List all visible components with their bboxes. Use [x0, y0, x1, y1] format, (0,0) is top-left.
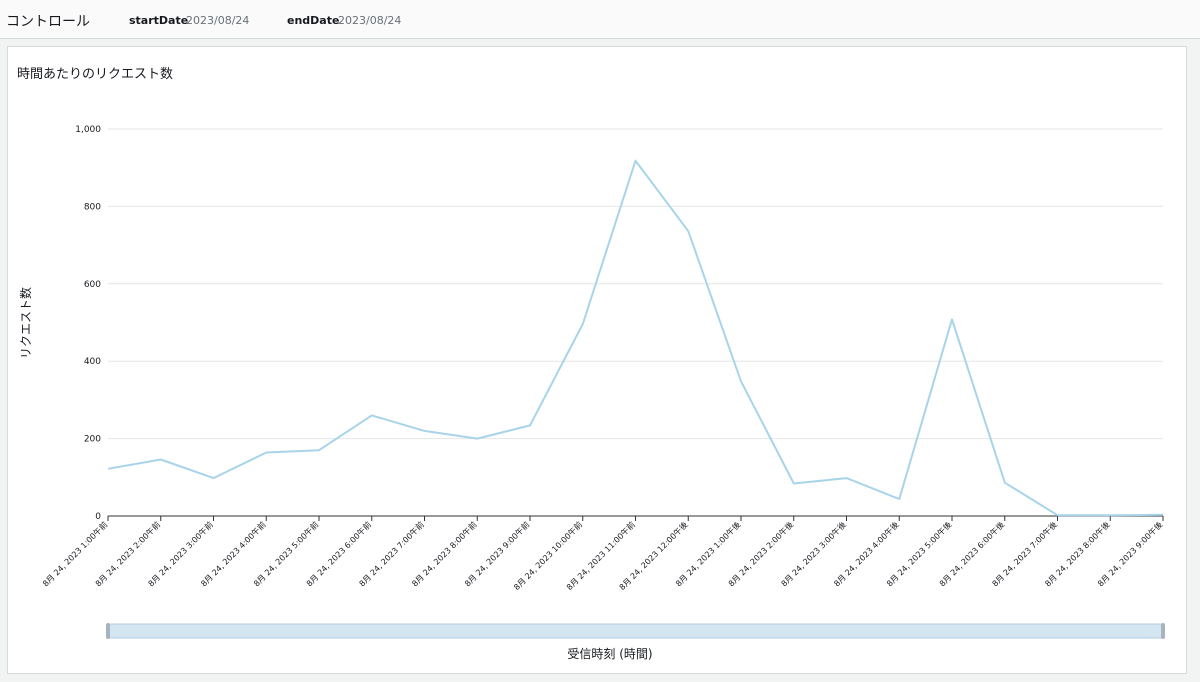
controls-bar: コントロール startDate 2023/08/24 endDate 2023…: [0, 0, 1200, 39]
gridlines: [108, 128, 1163, 440]
y-axis-ticks: 0 200 400 600 800 1,000: [75, 125, 101, 522]
series-group: [107, 159, 1164, 517]
range-scrollbar[interactable]: [106, 623, 1165, 639]
x-axis-label: 受信時刻 (時間): [567, 647, 652, 661]
scrollbar-handle-left: [106, 623, 110, 639]
scrollbar-track: [107, 623, 1164, 639]
line-chart: 0 200 400 600 800 1,000 8月 24, 2023 1:00午前8月 …: [18, 125, 1165, 661]
y-axis-label: リクエスト数: [18, 287, 33, 359]
scrollbar-handle-right: [1161, 623, 1165, 639]
y-tick-label: 1,000: [75, 125, 101, 135]
y-tick-label: 200: [84, 435, 101, 445]
start-date-value[interactable]: 2023/08/24: [186, 14, 250, 27]
end-date-value[interactable]: 2023/08/24: [338, 14, 402, 27]
y-tick-label: 600: [84, 280, 101, 290]
y-tick-label: 400: [84, 357, 101, 367]
start-date-label: startDate: [129, 14, 189, 27]
chart-title: 時間あたりのリクエスト数: [17, 67, 174, 82]
chart-panel: 時間あたりのリクエスト数 0 200 400 600 800 1,000 8月 24, 2…: [7, 46, 1187, 674]
y-tick-label: 0: [95, 512, 101, 522]
end-date-label: endDate: [287, 14, 340, 27]
controls-title: コントロール: [6, 14, 90, 30]
y-tick-label: 800: [84, 202, 101, 212]
series-line: [107, 159, 1164, 517]
